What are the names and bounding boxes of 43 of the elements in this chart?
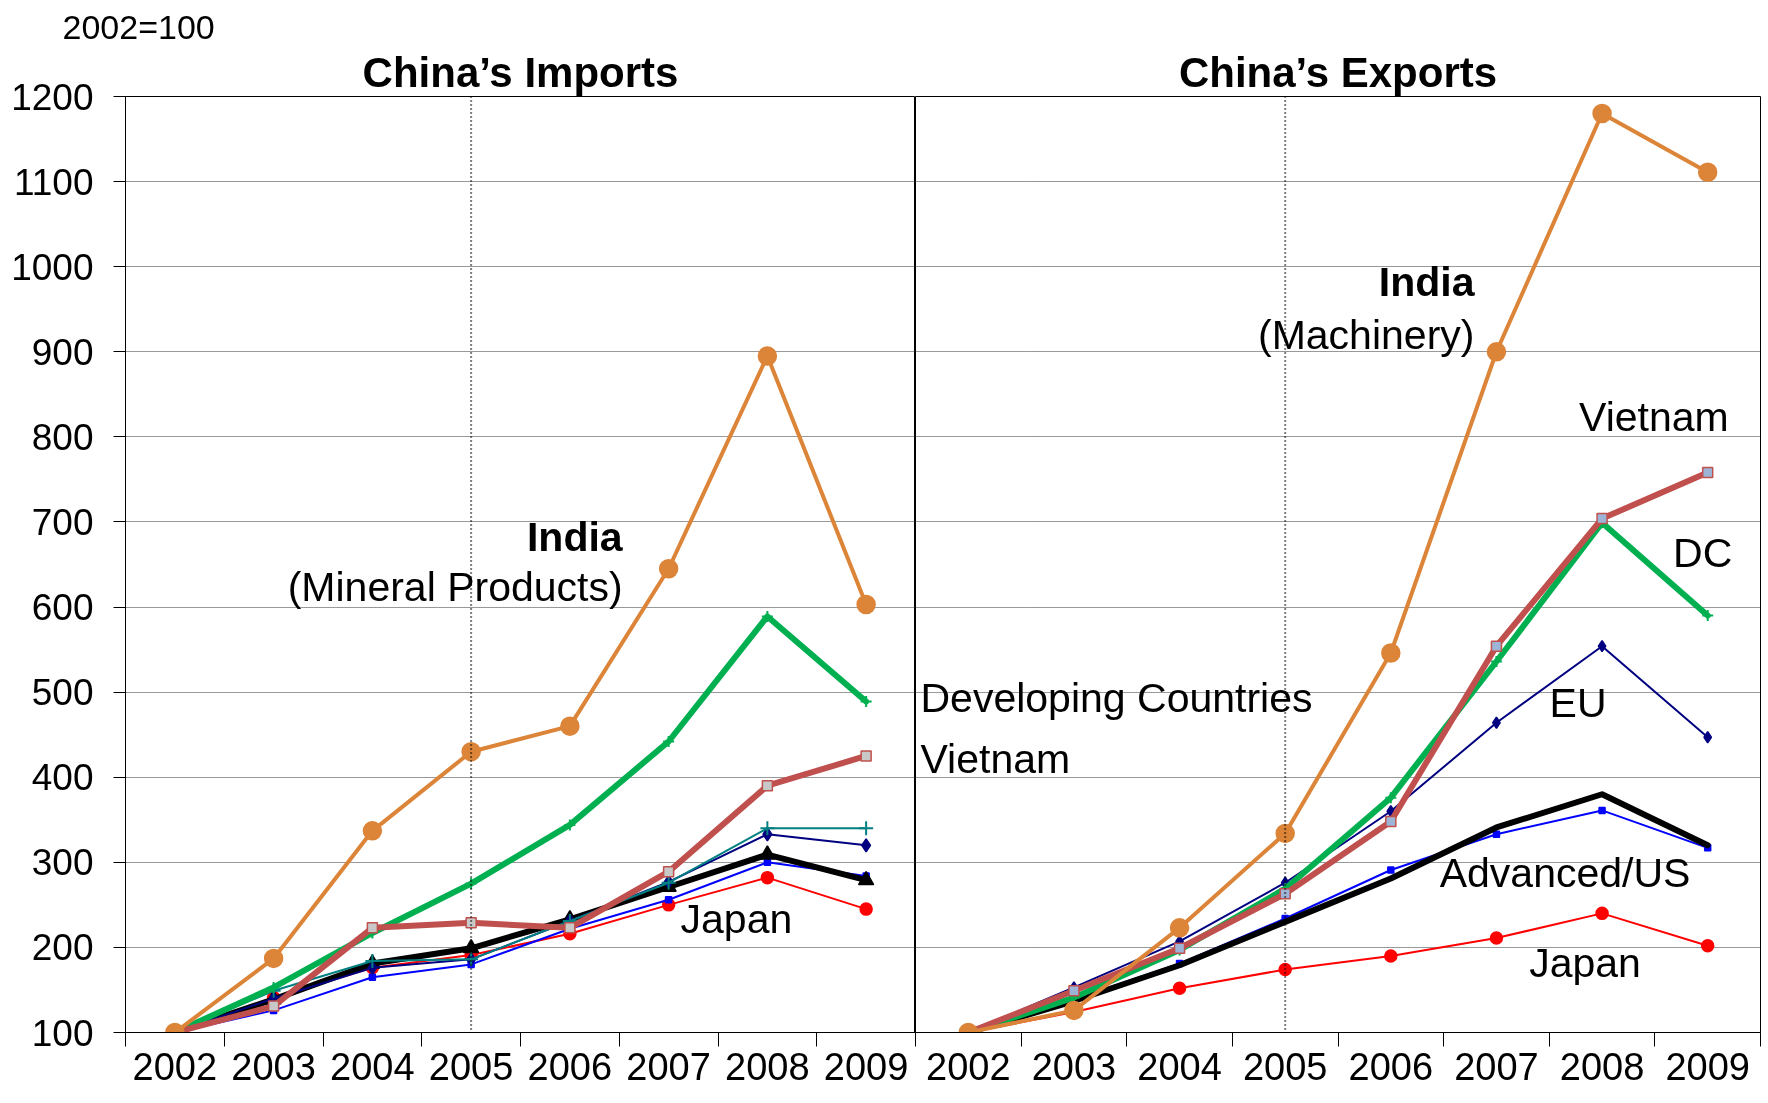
series-label: Advanced/US	[1439, 850, 1691, 897]
series-label: Japan	[1529, 940, 1641, 987]
x-tick-label: 2004	[330, 1045, 415, 1088]
x-tick-label: 2005	[428, 1045, 514, 1088]
series-label: Vietnam	[920, 735, 1071, 782]
y-tick-label: 500	[31, 672, 94, 714]
y-tick-label: 900	[31, 331, 94, 373]
y-tick-label: 1000	[11, 246, 94, 288]
y-tick-label: 1100	[13, 161, 94, 203]
series-label: India	[526, 513, 624, 560]
x-tick-label: 2008	[1559, 1045, 1645, 1088]
annotation: (Mineral Products)	[287, 563, 623, 610]
x-tick-label: 2007	[1454, 1045, 1539, 1088]
series-label: EU	[1549, 680, 1607, 727]
y-axis-title: 2002=100	[62, 7, 215, 46]
series-label: India	[1378, 258, 1476, 305]
chart-title: China’s Imports	[362, 48, 679, 96]
y-tick-label: 200	[31, 927, 94, 969]
series-label: Vietnam	[1579, 393, 1729, 440]
x-tick-label: 2002	[926, 1045, 1011, 1088]
x-tick-label: 2009	[1665, 1045, 1750, 1088]
y-tick-label: 600	[31, 587, 94, 629]
y-tick-label: 800	[31, 416, 94, 458]
x-tick-label: 2009	[823, 1045, 909, 1088]
x-tick-label: 2003	[1031, 1045, 1117, 1088]
x-tick-label: 2006	[1348, 1045, 1434, 1088]
y-tick-label: 400	[31, 757, 94, 799]
series-label: Japan	[680, 895, 793, 942]
x-tick-label: 2004	[1137, 1045, 1222, 1088]
chart-title: China’s Exports	[1178, 48, 1498, 96]
x-tick-label: 2005	[1242, 1045, 1328, 1088]
x-tick-label: 2006	[527, 1045, 613, 1088]
y-tick-label: 100	[31, 1012, 94, 1054]
y-tick-label: 300	[31, 842, 94, 884]
series-label: Developing Countries	[920, 675, 1313, 722]
x-tick-label: 2007	[626, 1045, 711, 1088]
y-tick-label: 1200	[11, 76, 94, 118]
annotation: (Machinery)	[1258, 311, 1475, 358]
x-tick-label: 2003	[231, 1045, 316, 1088]
series-label: DC	[1673, 529, 1733, 576]
x-tick-label: 2002	[132, 1045, 218, 1088]
y-tick-label: 700	[31, 501, 94, 543]
x-tick-label: 2008	[725, 1045, 810, 1088]
